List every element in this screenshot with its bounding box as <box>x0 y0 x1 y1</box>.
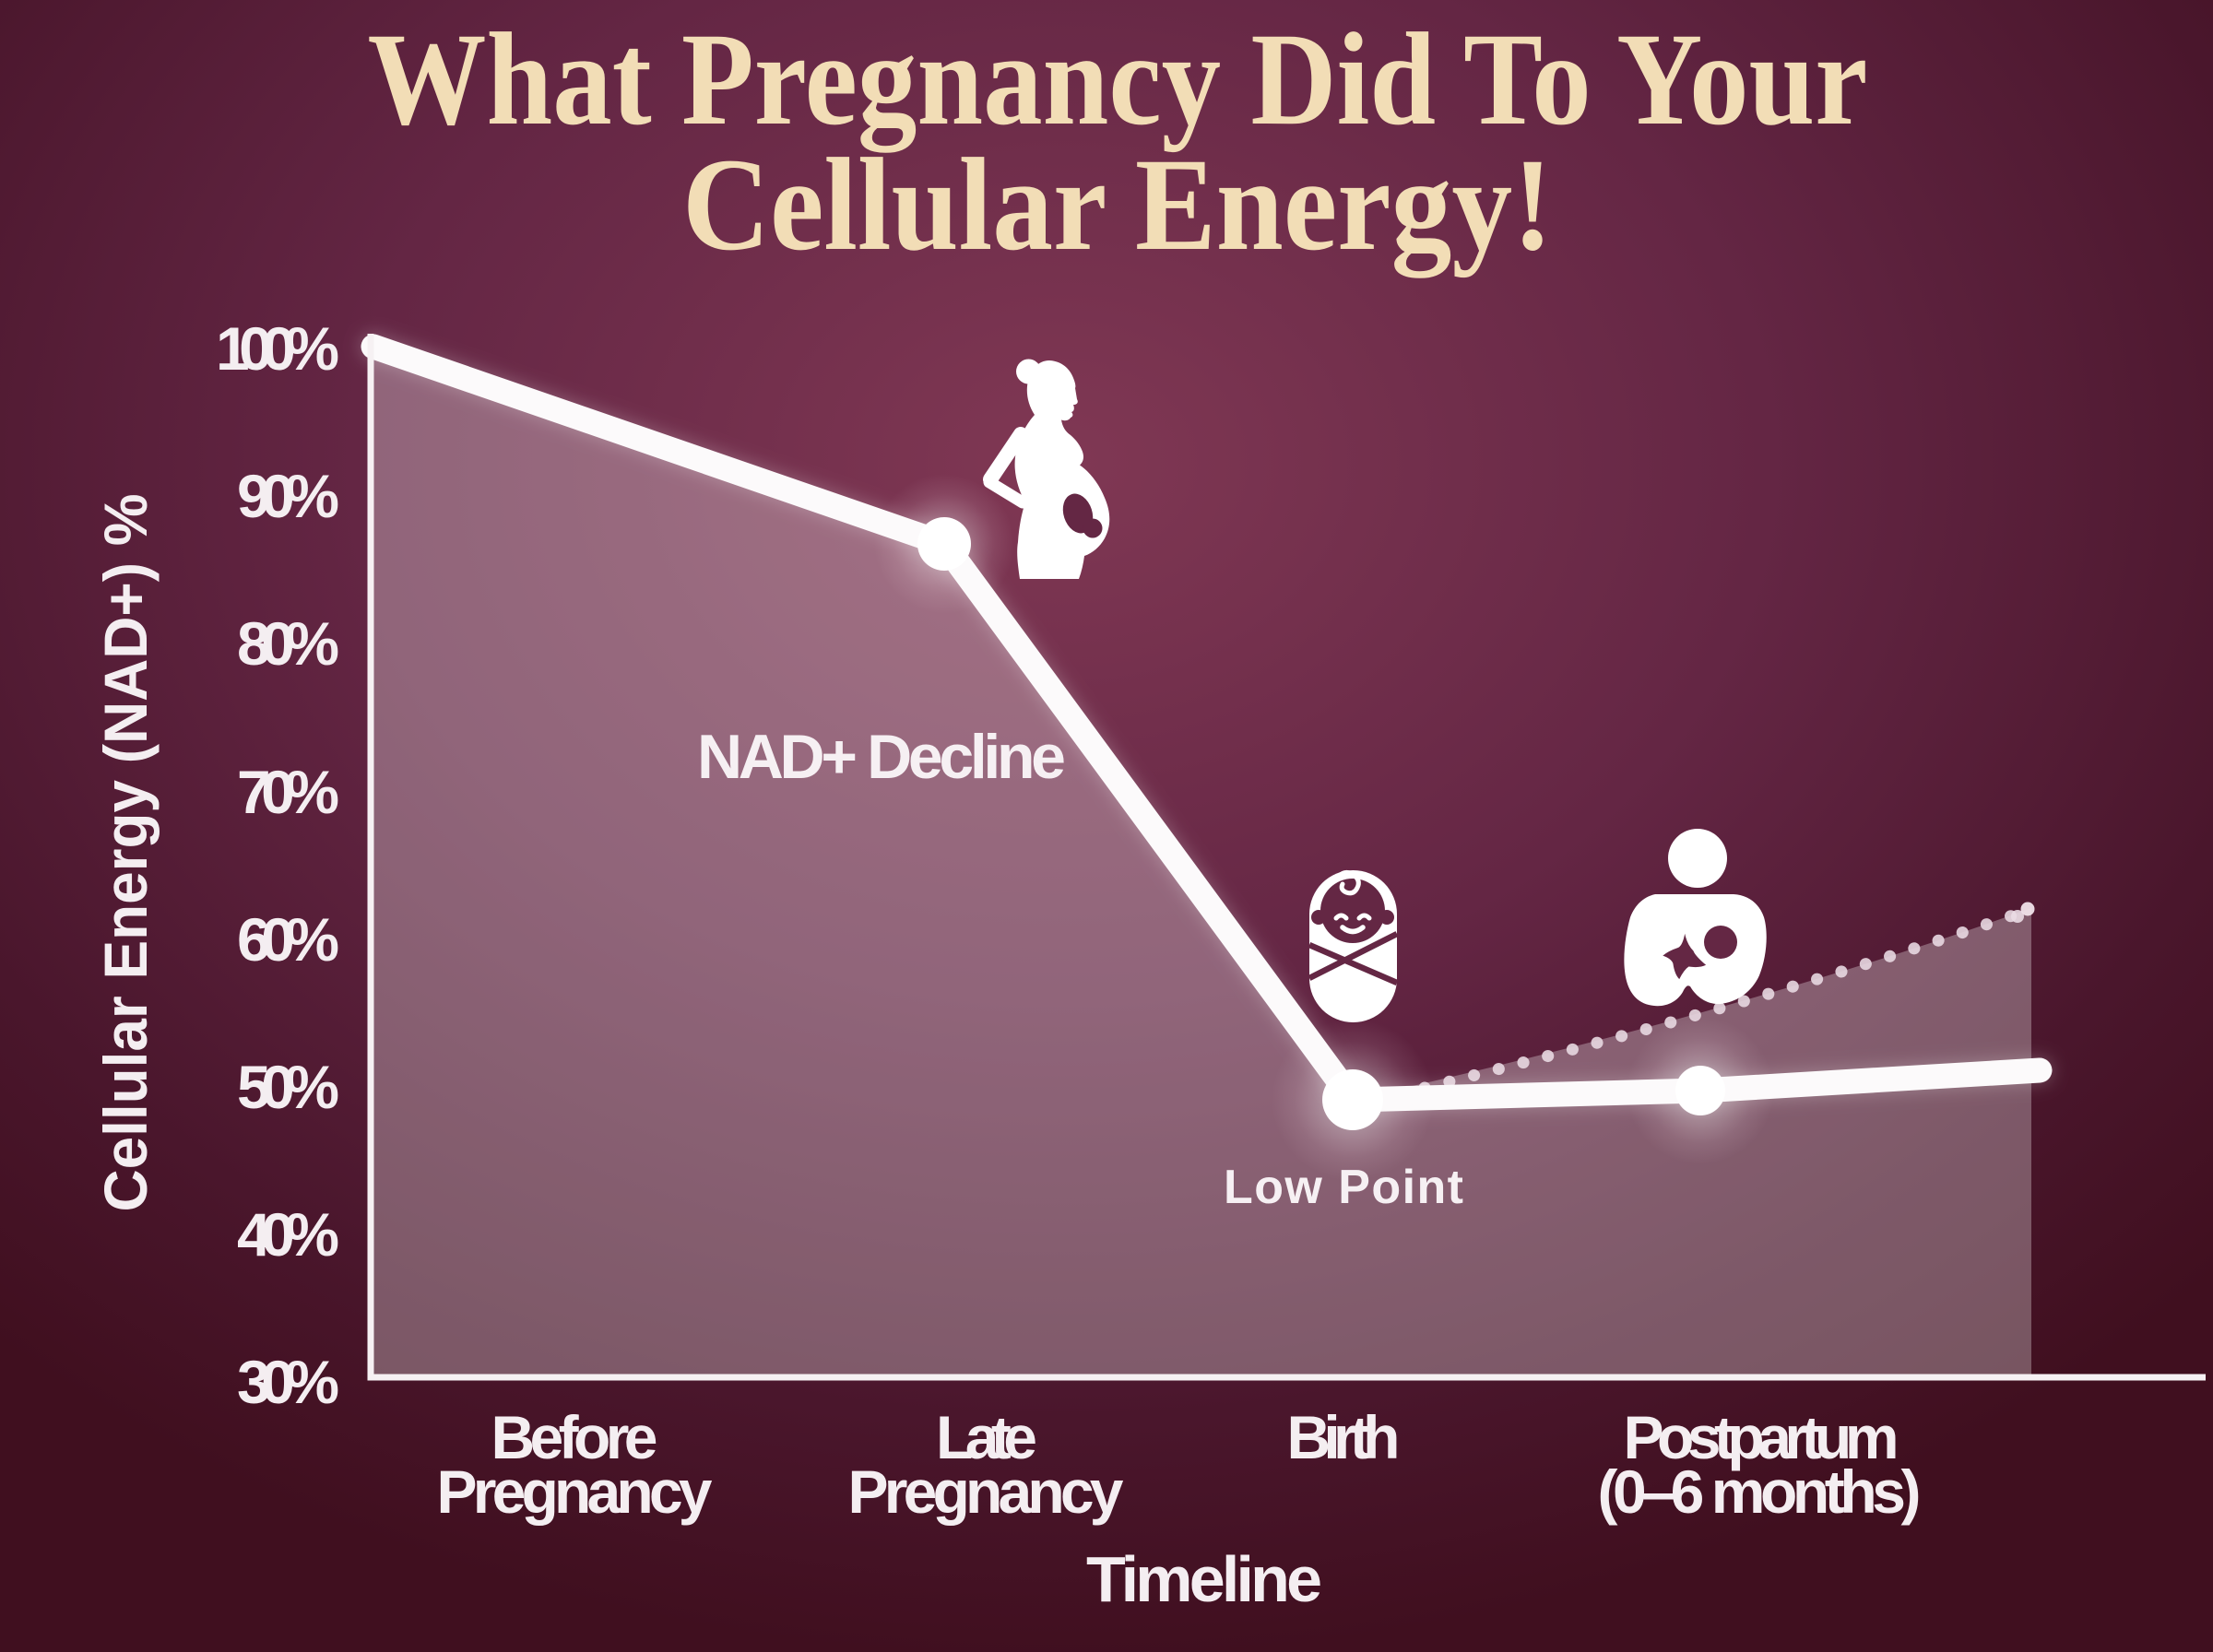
svg-text:Cellular Energy!: Cellular Energy! <box>682 132 1553 278</box>
svg-text:40%: 40% <box>237 1200 339 1268</box>
svg-text:50%: 50% <box>237 1053 339 1121</box>
svg-text:Pregnancy: Pregnancy <box>437 1457 713 1526</box>
svg-text:What Pregnancy Did To Your: What Pregnancy Did To Your <box>368 6 1868 153</box>
svg-text:90%: 90% <box>237 462 339 530</box>
svg-text:Timeline: Timeline <box>1086 1543 1322 1615</box>
svg-text:30%: 30% <box>237 1348 339 1416</box>
svg-text:60%: 60% <box>237 905 339 974</box>
svg-text:Low Point: Low Point <box>1224 1161 1463 1214</box>
svg-text:Late: Late <box>936 1403 1037 1471</box>
svg-text:100%: 100% <box>216 314 339 383</box>
svg-text:Pregnancy: Pregnancy <box>848 1457 1124 1526</box>
svg-text:NAD+ Decline: NAD+ Decline <box>697 722 1066 792</box>
svg-text:70%: 70% <box>237 758 339 826</box>
svg-text:Cellular Energy (NAD+) %: Cellular Energy (NAD+) % <box>91 494 160 1212</box>
svg-text:(0–6 months): (0–6 months) <box>1598 1457 1922 1526</box>
svg-text:Birth: Birth <box>1287 1403 1401 1471</box>
svg-text:Postpartum: Postpartum <box>1624 1403 1899 1471</box>
svg-text:Before: Before <box>491 1403 658 1471</box>
svg-text:80%: 80% <box>237 609 339 678</box>
